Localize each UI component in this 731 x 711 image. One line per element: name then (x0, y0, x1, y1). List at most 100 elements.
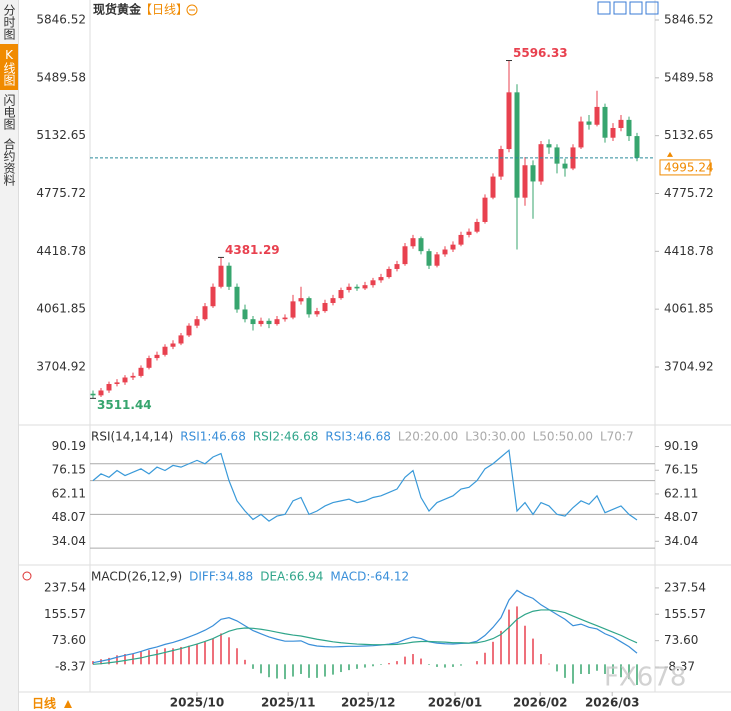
candle-body (482, 197, 488, 222)
extreme-label: 4381.29 (225, 243, 280, 257)
y-tick-label: 5489.58 (664, 70, 714, 84)
candle-body (370, 280, 376, 286)
candle-body (250, 319, 256, 325)
candle-body (498, 149, 504, 177)
candle-body (322, 302, 328, 312)
y-tick-label: 5846.52 (664, 12, 714, 26)
candle-body (346, 286, 352, 291)
y-tick-label: 34.04 (52, 534, 86, 548)
y-tick-label: 62.11 (52, 486, 86, 500)
candle-body (562, 163, 568, 169)
candle-body (602, 106, 608, 138)
candle-body (618, 119, 624, 128)
legend-entry: RSI2:46.68 (253, 430, 319, 444)
x-tick-label: 2026/03 (585, 696, 639, 710)
candle-body (306, 298, 312, 315)
series-line (92, 589, 638, 664)
series-line (92, 609, 638, 665)
tool-icon[interactable] (613, 1, 627, 15)
tab[interactable]: 闪电图 (2, 94, 16, 130)
frame (19, 0, 731, 693)
tab[interactable]: 分时图 (2, 4, 16, 40)
candle-body (514, 92, 520, 198)
candle-body (290, 301, 296, 318)
y-tick-label: 5846.52 (36, 12, 86, 26)
candle-body (338, 290, 344, 299)
candle-body (626, 119, 632, 137)
candle-body (554, 147, 560, 164)
y-tick-label: 3704.92 (36, 360, 86, 374)
y-tick-label: 34.04 (664, 534, 698, 548)
x-tick-label: 2025/10 (170, 696, 224, 710)
toolbar (597, 1, 659, 15)
candle-body (450, 244, 456, 250)
y-tick-label: 5132.65 (664, 128, 714, 142)
y-tick-label: 73.60 (664, 633, 698, 647)
candle-body (410, 238, 416, 247)
candle-body (234, 286, 240, 310)
candle-body (258, 320, 264, 325)
y-tick-label: 4775.72 (664, 186, 714, 200)
candle-body (266, 320, 272, 325)
period-arrow[interactable] (64, 700, 72, 708)
y-tick-label: 90.19 (664, 439, 698, 453)
candle-body (162, 346, 168, 355)
candle-body (402, 246, 408, 265)
legend-entry: DIFF:34.88 (189, 570, 253, 584)
y-tick-label: 237.54 (664, 580, 706, 594)
candle-body (106, 384, 112, 391)
last-price-arrow (667, 151, 673, 157)
legend-entry: L50:50.00 (533, 430, 593, 444)
candle-body (634, 136, 640, 158)
x-tick-label: 2026/02 (513, 696, 567, 710)
candle-body (146, 358, 152, 368)
candle-body (506, 92, 512, 150)
candle-body (154, 354, 160, 359)
candle-body (210, 286, 216, 307)
subtitle[interactable]: 【日线】 (140, 3, 188, 17)
extreme-label: 3511.44 (97, 398, 152, 412)
candle-body (594, 106, 600, 125)
legend-entry: MACD(26,12,9) (91, 570, 182, 584)
candle-body (442, 249, 448, 255)
candle-body (610, 127, 616, 138)
x-tick-label: 2025/11 (261, 696, 315, 710)
candle-body (242, 309, 248, 320)
y-tick-label: 48.07 (664, 510, 698, 524)
collapse-icon[interactable] (186, 4, 198, 16)
candle-body (282, 317, 288, 320)
candle-body (538, 144, 544, 182)
legend-entry: L20:20.00 (398, 430, 458, 444)
candle-body (362, 285, 368, 289)
y-tick-label: 76.15 (664, 463, 698, 477)
candle-body (474, 221, 480, 232)
candle-body (114, 382, 120, 385)
candle-body (178, 335, 184, 344)
settings-icon[interactable] (22, 571, 32, 581)
tool-icon[interactable] (629, 1, 643, 15)
candle-body (170, 343, 176, 347)
candle-body (466, 231, 472, 235)
y-tick-label: 237.54 (44, 580, 86, 594)
tool-icon[interactable] (645, 1, 659, 15)
candle-body (90, 393, 96, 396)
candle-body (138, 367, 144, 376)
candle-body (314, 311, 320, 315)
tool-icon[interactable] (597, 1, 611, 15)
tab-active[interactable]: K线图 (0, 44, 18, 90)
sidebar: 分时图 K线图 闪电图 合约资料 (0, 0, 19, 711)
last-price-label: 4995.24 (664, 160, 714, 174)
legend-entry: RSI1:46.68 (180, 430, 246, 444)
last-price-box (659, 159, 711, 176)
candle-body (426, 251, 432, 266)
candle-body (418, 238, 424, 252)
y-tick-label: 4061.85 (36, 302, 86, 316)
candle-body (330, 298, 336, 303)
candle-body (490, 176, 496, 198)
candle-body (274, 319, 280, 325)
period-select[interactable]: 日线 (32, 696, 56, 711)
y-tick-label: 5132.65 (36, 128, 86, 142)
legend-entry: DEA:66.94 (260, 570, 323, 584)
candle-body (298, 298, 304, 302)
tab[interactable]: 合约资料 (2, 138, 16, 186)
